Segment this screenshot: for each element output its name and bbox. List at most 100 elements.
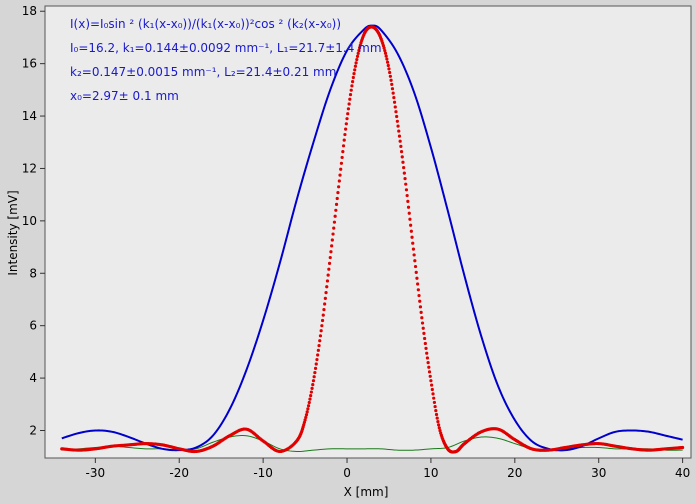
x-tick-label: -20 [169, 466, 189, 480]
data-point [411, 247, 416, 251]
data-point [330, 244, 334, 248]
data-point [427, 370, 432, 374]
data-point [351, 80, 355, 84]
data-point [344, 127, 348, 131]
data-point [305, 410, 309, 414]
data-point [402, 166, 406, 170]
data-point [417, 293, 421, 298]
series-layer [60, 24, 685, 454]
data-point [430, 383, 434, 387]
data-point [423, 341, 427, 346]
data-point [413, 259, 417, 263]
data-point [404, 182, 408, 186]
red-data-points [60, 25, 685, 454]
data-point [318, 339, 322, 343]
data-point [429, 379, 433, 383]
data-point [334, 208, 338, 212]
data-point [303, 418, 307, 422]
data-point [413, 264, 418, 269]
data-point [421, 326, 425, 330]
data-point [311, 379, 316, 383]
data-point [383, 51, 388, 55]
plot-frame [44, 5, 692, 459]
data-point [409, 229, 413, 233]
data-point [404, 188, 409, 192]
data-point [399, 149, 404, 154]
formula-annotation: I(x)=I₀sin ² (k₁(x-x₀))/(k₁(x-x₀))²cos ²… [70, 17, 341, 31]
data-point [415, 276, 419, 280]
data-point [306, 404, 311, 408]
data-point [328, 255, 332, 260]
y-tick-label: 2 [29, 423, 37, 437]
data-point [309, 394, 313, 398]
data-point [392, 96, 396, 100]
x-tick-label: -10 [253, 466, 273, 480]
data-point [356, 51, 360, 55]
data-point [418, 299, 422, 303]
data-point [349, 88, 353, 92]
data-point [419, 310, 423, 314]
data-point [431, 392, 435, 396]
data-point [387, 67, 391, 71]
data-point [304, 415, 308, 420]
data-point [337, 179, 341, 183]
data-point [384, 54, 388, 58]
data-point [388, 74, 392, 78]
data-point [323, 302, 327, 306]
data-point [396, 124, 400, 128]
data-point [435, 416, 439, 420]
data-point [306, 407, 310, 411]
data-point [390, 82, 394, 87]
data-point [319, 329, 323, 333]
data-point [339, 167, 343, 171]
data-point [395, 114, 399, 119]
data-point [407, 211, 411, 215]
data-point [418, 305, 423, 309]
fit-params-line-2: k₂=0.147±0.0015 mm⁻¹, L₂=21.4±0.21 mm [70, 65, 336, 79]
data-point [316, 348, 320, 352]
data-point [316, 353, 320, 357]
data-point [399, 144, 403, 148]
data-point [343, 132, 347, 137]
data-point [325, 285, 329, 289]
data-point [351, 75, 355, 80]
data-point [330, 238, 334, 242]
y-tick-label: 16 [22, 57, 37, 71]
data-point [382, 46, 386, 50]
data-point [410, 235, 414, 239]
data-point [681, 445, 685, 450]
data-point [336, 191, 340, 195]
data-point [389, 78, 393, 82]
data-point [405, 193, 409, 198]
data-point [437, 426, 441, 430]
data-point [326, 273, 330, 277]
data-point [357, 48, 361, 53]
data-point [309, 390, 313, 394]
data-point [414, 270, 418, 274]
data-point [392, 100, 397, 104]
data-point [310, 386, 314, 390]
data-point [397, 134, 402, 138]
data-point [327, 267, 331, 271]
data-point [409, 223, 413, 227]
data-point [317, 343, 321, 348]
data-point [318, 334, 323, 338]
data-point [342, 138, 346, 142]
data-point [420, 316, 424, 320]
data-point [420, 321, 425, 325]
data-point [340, 155, 344, 160]
y-tick-label: 10 [22, 214, 37, 228]
data-point [332, 220, 337, 224]
data-point [390, 87, 395, 91]
data-point [406, 199, 410, 203]
data-point [438, 428, 442, 433]
data-point [358, 46, 362, 50]
data-point [334, 202, 339, 206]
data-point [427, 365, 431, 369]
data-point [437, 423, 441, 427]
data-point [346, 112, 350, 116]
data-point [353, 64, 358, 68]
data-point [383, 48, 387, 53]
data-point [353, 68, 357, 72]
x-tick-label: 0 [343, 466, 351, 480]
